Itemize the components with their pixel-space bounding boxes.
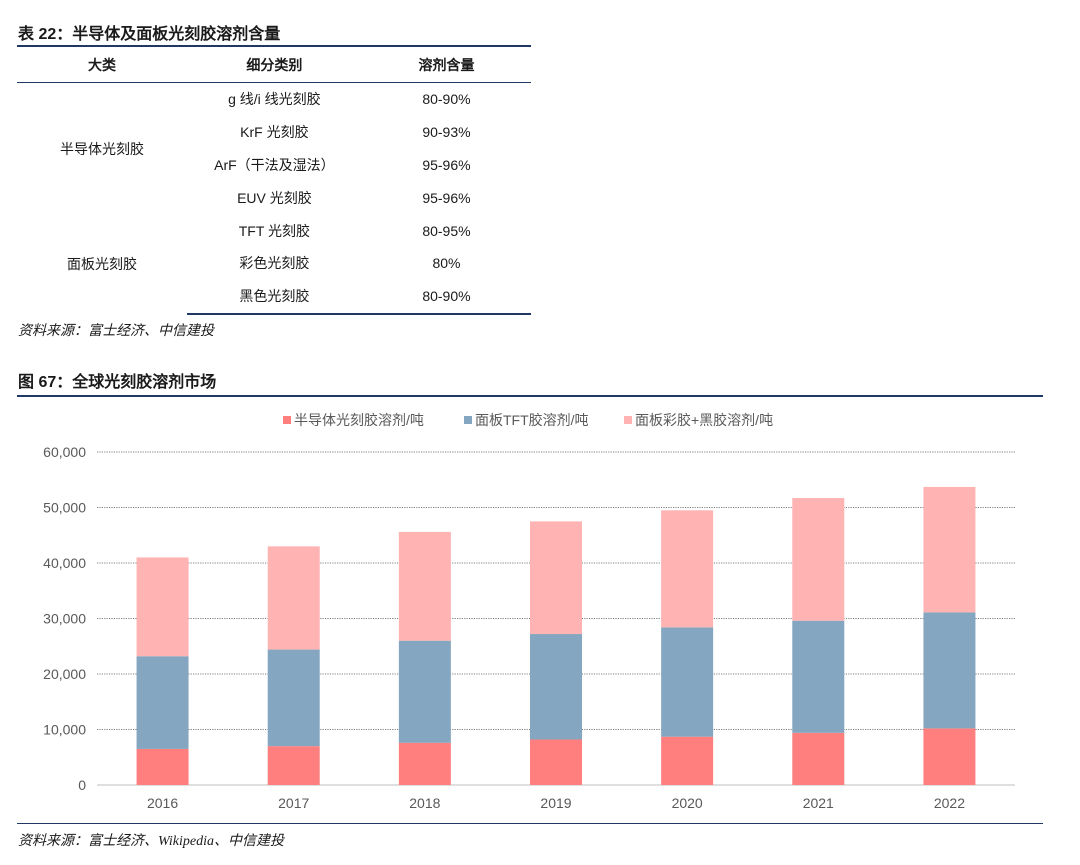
stacked-bar-chart: 半导体光刻胶溶剂/吨 面板TFT胶溶剂/吨 面板彩胶+黑胶溶剂/吨 0 10,000 2…	[43, 412, 1015, 811]
header-subcategory: 细分类别	[186, 48, 362, 83]
subcategory-cell: ArF（干法及湿法）	[214, 156, 335, 173]
legend-label: 半导体光刻胶溶剂/吨	[294, 412, 424, 428]
bar-segment	[661, 627, 714, 737]
content-cell: 95-96%	[422, 156, 471, 173]
x-tick-label: 2020	[672, 795, 703, 811]
bar-segment	[530, 521, 582, 635]
solvent-content-table: 大类 细分类别 溶剂含量 半导体光刻胶 g 线/i 线光刻胶 80-90% Kr…	[17, 48, 531, 315]
bar-segment	[923, 486, 976, 613]
chart-legend: 半导体光刻胶溶剂/吨 面板TFT胶溶剂/吨 面板彩胶+黑胶溶剂/吨	[283, 412, 773, 428]
content-cell: 80%	[432, 255, 461, 272]
bar-segment	[267, 546, 320, 650]
table-row: 彩色光刻胶 80%	[17, 247, 531, 280]
subcategory-cell: KrF 光刻胶	[240, 124, 309, 141]
legend-swatch	[283, 416, 291, 424]
figure-bottom-rule	[17, 823, 1043, 824]
table-row: EUV 光刻胶 95-96%	[17, 181, 531, 214]
x-tick-label: 2021	[803, 795, 834, 811]
bar-segment	[792, 498, 845, 621]
figure-title: 图 67：全球光刻胶溶剂市场	[18, 374, 217, 391]
table-row: ArF（干法及湿法） 95-96%	[17, 149, 531, 182]
x-tick-label: 2022	[934, 795, 965, 811]
legend-label: 面板彩胶+黑胶溶剂/吨	[635, 412, 773, 428]
table-row: 黑色光刻胶 80-90%	[17, 279, 531, 315]
legend-swatch	[464, 416, 472, 424]
y-axis: 0 10,000 20,000 30,000 40,000 50,000 60,000	[43, 444, 86, 793]
y-tick-label: 0	[78, 777, 86, 793]
bar-segment	[267, 746, 320, 785]
subcategory-cell: g 线/i 线光刻胶	[228, 91, 321, 108]
subcategory-cell: 彩色光刻胶	[239, 255, 310, 272]
bar-segment	[136, 557, 189, 657]
bar-segment	[923, 728, 976, 785]
content-cell: 90-93%	[422, 124, 471, 141]
bar-segment	[136, 656, 189, 749]
table-header-row: 大类 细分类别 溶剂含量	[17, 48, 531, 83]
table-top-rule	[17, 45, 531, 47]
chart-bars	[136, 486, 976, 785]
bar-segment	[530, 739, 582, 785]
legend-swatch	[624, 416, 632, 424]
y-tick-label: 40,000	[43, 555, 86, 571]
figure-source: 资料来源：富士经济、Wikipedia、中信建投	[18, 834, 284, 849]
bar-segment	[398, 640, 451, 743]
bar-segment	[530, 634, 582, 740]
bar-segment	[792, 732, 845, 785]
y-tick-label: 60,000	[43, 444, 86, 460]
content-cell: 80-95%	[422, 222, 471, 239]
x-tick-label: 2018	[409, 795, 440, 811]
subcategory-cell: 黑色光刻胶	[186, 279, 362, 315]
table-title: 表 22：半导体及面板光刻胶溶剂含量	[18, 26, 281, 43]
content-cell: 80-90%	[361, 279, 531, 315]
table-row: KrF 光刻胶 90-93%	[17, 116, 531, 149]
category-cell: 半导体光刻胶	[59, 140, 144, 157]
bar-segment	[398, 742, 451, 785]
table-source: 资料来源：富士经济、中信建投	[18, 324, 214, 339]
bar-segment	[661, 510, 714, 628]
table-row: 半导体光刻胶 g 线/i 线光刻胶 80-90%	[17, 83, 531, 156]
bar-segment	[792, 620, 845, 733]
content-cell: 95-96%	[422, 189, 471, 206]
table-row: 面板光刻胶 TFT 光刻胶 80-95%	[17, 214, 531, 272]
bar-segment	[136, 748, 189, 785]
figure-top-rule	[17, 395, 1043, 397]
y-tick-label: 30,000	[43, 611, 86, 627]
bar-segment	[923, 612, 976, 729]
x-tick-label: 2019	[540, 795, 571, 811]
legend-label: 面板TFT胶溶剂/吨	[475, 412, 589, 428]
bar-segment	[267, 649, 320, 747]
y-tick-label: 50,000	[43, 500, 86, 516]
content-cell: 80-90%	[422, 91, 471, 108]
x-tick-label: 2016	[147, 795, 178, 811]
x-axis: 2016 2017 2018 2019 2020 2021 2022	[147, 795, 965, 811]
y-tick-label: 10,000	[43, 722, 86, 738]
y-tick-label: 20,000	[43, 666, 86, 682]
header-category: 大类	[17, 48, 187, 83]
header-solvent-content: 溶剂含量	[361, 48, 531, 83]
subcategory-cell: EUV 光刻胶	[237, 189, 312, 206]
category-cell: 面板光刻胶	[66, 255, 137, 272]
x-tick-label: 2017	[278, 795, 309, 811]
subcategory-cell: TFT 光刻胶	[238, 222, 311, 239]
bar-segment	[661, 736, 714, 785]
bar-segment	[398, 531, 451, 641]
